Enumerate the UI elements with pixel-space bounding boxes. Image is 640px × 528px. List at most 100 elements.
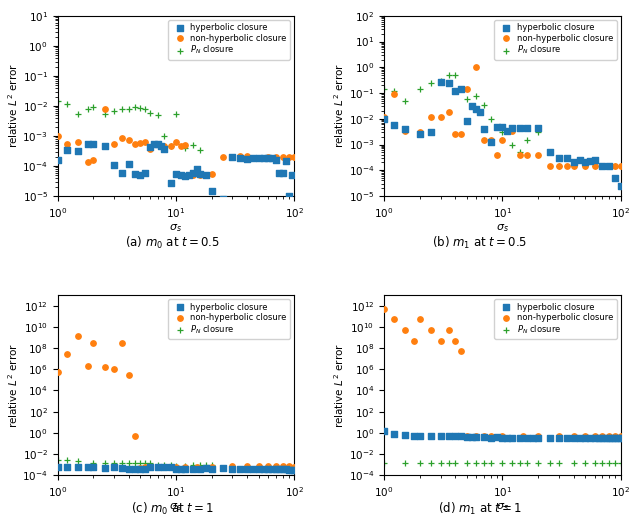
non-hyperbolic closure <box>195 171 205 179</box>
hyperbolic closure <box>379 115 389 123</box>
$P_N$ closure <box>522 136 532 144</box>
Y-axis label: relative $L^2$ error: relative $L^2$ error <box>6 343 20 428</box>
hyperbolic closure <box>253 465 264 473</box>
hyperbolic closure <box>235 154 245 163</box>
non-hyperbolic closure <box>497 432 508 440</box>
non-hyperbolic closure <box>263 153 273 161</box>
$P_N$ closure <box>497 128 508 136</box>
non-hyperbolic closure <box>616 432 626 440</box>
Text: (c) $m_0$ at $t=1$: (c) $m_0$ at $t=1$ <box>131 502 214 517</box>
hyperbolic closure <box>287 171 297 179</box>
hyperbolic closure <box>613 433 623 442</box>
hyperbolic closure <box>388 121 399 130</box>
hyperbolic closure <box>527 433 538 442</box>
Legend: hyperbolic closure, non-hyperbolic closure, $P_N$ closure: hyperbolic closure, non-hyperbolic closu… <box>168 20 290 60</box>
hyperbolic closure <box>486 138 496 147</box>
non-hyperbolic closure <box>284 153 294 161</box>
non-hyperbolic closure <box>52 131 63 140</box>
hyperbolic closure <box>507 124 517 132</box>
hyperbolic closure <box>130 169 140 178</box>
non-hyperbolic closure <box>152 463 163 471</box>
hyperbolic closure <box>148 139 159 148</box>
non-hyperbolic closure <box>289 463 300 471</box>
hyperbolic closure <box>415 432 425 440</box>
$P_N$ closure <box>415 84 425 93</box>
hyperbolic closure <box>611 433 621 442</box>
non-hyperbolic closure <box>518 432 529 440</box>
hyperbolic closure <box>135 465 145 473</box>
hyperbolic closure <box>461 117 472 126</box>
non-hyperbolic closure <box>253 154 264 163</box>
$P_N$ closure <box>188 141 198 149</box>
hyperbolic closure <box>284 466 294 474</box>
hyperbolic closure <box>522 433 532 442</box>
hyperbolic closure <box>278 465 288 474</box>
hyperbolic closure <box>471 433 481 441</box>
hyperbolic closure <box>218 195 228 203</box>
$P_N$ closure <box>165 461 175 469</box>
hyperbolic closure <box>74 463 84 472</box>
hyperbolic closure <box>409 431 419 440</box>
Y-axis label: relative $L^2$ error: relative $L^2$ error <box>332 343 346 428</box>
hyperbolic closure <box>180 465 191 473</box>
non-hyperbolic closure <box>471 63 481 71</box>
non-hyperbolic closure <box>604 432 614 440</box>
hyperbolic closure <box>379 427 389 435</box>
non-hyperbolic closure <box>611 162 621 170</box>
hyperbolic closure <box>281 156 291 165</box>
hyperbolic closure <box>607 433 618 442</box>
hyperbolic closure <box>444 79 454 87</box>
hyperbolic closure <box>533 433 543 442</box>
$P_N$ closure <box>444 71 454 79</box>
$P_N$ closure <box>580 162 590 170</box>
$P_N$ closure <box>88 458 99 467</box>
$P_N$ closure <box>507 458 517 467</box>
non-hyperbolic closure <box>515 150 525 159</box>
non-hyperbolic closure <box>235 152 245 160</box>
hyperbolic closure <box>597 433 607 442</box>
hyperbolic closure <box>604 433 614 442</box>
hyperbolic closure <box>497 433 508 442</box>
Text: (a) $m_0$ at $t=0.5$: (a) $m_0$ at $t=0.5$ <box>125 235 220 251</box>
non-hyperbolic closure <box>278 461 288 470</box>
hyperbolic closure <box>145 143 155 152</box>
$P_N$ closure <box>400 458 410 467</box>
X-axis label: $\sigma_s$: $\sigma_s$ <box>496 222 509 234</box>
hyperbolic closure <box>152 140 163 149</box>
hyperbolic closure <box>176 171 186 179</box>
non-hyperbolic closure <box>109 139 119 148</box>
X-axis label: $\sigma_s$: $\sigma_s$ <box>170 222 182 234</box>
hyperbolic closure <box>580 158 590 167</box>
$P_N$ closure <box>140 105 150 113</box>
hyperbolic closure <box>218 464 228 473</box>
$P_N$ closure <box>604 162 614 170</box>
non-hyperbolic closure <box>263 461 273 470</box>
hyperbolic closure <box>597 162 607 170</box>
hyperbolic closure <box>188 168 198 177</box>
$P_N$ closure <box>479 100 489 109</box>
$P_N$ closure <box>140 458 150 467</box>
hyperbolic closure <box>263 465 273 473</box>
$P_N$ closure <box>515 148 525 156</box>
non-hyperbolic closure <box>415 128 425 136</box>
non-hyperbolic closure <box>589 432 600 440</box>
hyperbolic closure <box>207 465 217 474</box>
hyperbolic closure <box>109 161 119 169</box>
hyperbolic closure <box>171 465 181 474</box>
X-axis label: $\sigma_s$: $\sigma_s$ <box>170 502 182 513</box>
non-hyperbolic closure <box>400 326 410 334</box>
$P_N$ closure <box>471 91 481 100</box>
$P_N$ closure <box>117 458 127 467</box>
hyperbolic closure <box>287 466 297 474</box>
non-hyperbolic closure <box>435 112 445 121</box>
non-hyperbolic closure <box>522 150 532 159</box>
hyperbolic closure <box>486 433 496 442</box>
hyperbolic closure <box>140 465 150 473</box>
hyperbolic closure <box>497 122 508 131</box>
hyperbolic closure <box>165 178 175 187</box>
non-hyperbolic closure <box>271 153 281 161</box>
$P_N$ closure <box>479 458 489 467</box>
non-hyperbolic closure <box>83 157 93 166</box>
non-hyperbolic closure <box>207 169 217 178</box>
non-hyperbolic closure <box>597 162 607 170</box>
